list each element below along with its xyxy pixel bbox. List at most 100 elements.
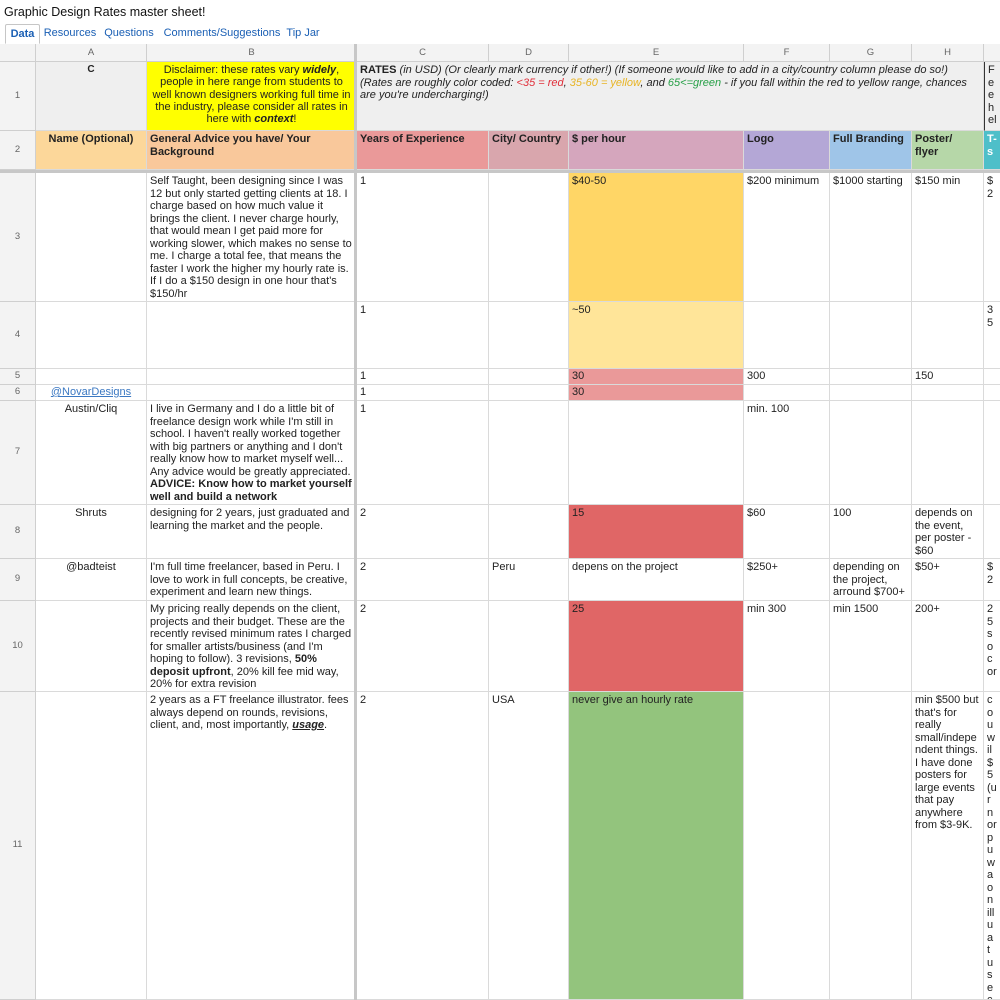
cell-e7[interactable] xyxy=(569,401,744,505)
cell-i1[interactable]: Fee hel xyxy=(984,62,1000,131)
cell-h3[interactable]: $150 min xyxy=(912,173,984,302)
cell-g11[interactable] xyxy=(830,692,912,1000)
cell-d3[interactable] xyxy=(489,173,569,302)
cell-i5[interactable] xyxy=(984,369,1000,385)
cell-i9[interactable]: $2 xyxy=(984,559,1000,601)
cell-c4[interactable]: 1 xyxy=(357,302,489,369)
cell-h4[interactable] xyxy=(912,302,984,369)
row-header-9[interactable]: 9 xyxy=(0,559,36,601)
row-header-2[interactable]: 2 xyxy=(0,131,36,170)
cell-g10[interactable]: min 1500 xyxy=(830,601,912,692)
disclaimer-cell[interactable]: Disclaimer: these rates vary widely, peo… xyxy=(147,62,357,131)
cell-e4[interactable]: ~50 xyxy=(569,302,744,369)
tab-comments-suggestions[interactable]: Comments/Suggestions xyxy=(163,27,281,39)
column-header-a[interactable]: A xyxy=(36,44,147,62)
row-header-5[interactable]: 5 xyxy=(0,369,36,385)
cell-g9[interactable]: depending on the project, arround $700+ xyxy=(830,559,912,601)
cell-d9[interactable]: Peru xyxy=(489,559,569,601)
header-tshirt[interactable]: T-s xyxy=(984,131,1000,170)
row-header-3[interactable]: 3 xyxy=(0,173,36,302)
cell-b8[interactable]: designing for 2 years, just graduated an… xyxy=(147,505,357,559)
cell-c6[interactable]: 1 xyxy=(357,385,489,401)
cell-g6[interactable] xyxy=(830,385,912,401)
novardesigns-link[interactable]: @NovarDesigns xyxy=(50,386,132,398)
cell-h7[interactable] xyxy=(912,401,984,505)
tab-tip-jar[interactable]: Tip Jar xyxy=(286,27,320,39)
cell-b9[interactable]: I'm full time freelancer, based in Peru.… xyxy=(147,559,357,601)
cell-i8[interactable] xyxy=(984,505,1000,559)
cell-f6[interactable] xyxy=(744,385,830,401)
cell-g8[interactable]: 100 xyxy=(830,505,912,559)
rates-note-cell[interactable]: RATES (in USD) (Or clearly mark currency… xyxy=(357,62,984,131)
header-city-country[interactable]: City/ Country xyxy=(489,131,569,170)
cell-b5[interactable] xyxy=(147,369,357,385)
cell-f11[interactable] xyxy=(744,692,830,1000)
cell-a7[interactable]: Austin/Cliq xyxy=(36,401,147,505)
cell-i4[interactable]: 35 xyxy=(984,302,1000,369)
cell-a11[interactable] xyxy=(36,692,147,1000)
row-header-11[interactable]: 11 xyxy=(0,692,36,1000)
cell-c5[interactable]: 1 xyxy=(357,369,489,385)
tab-resources[interactable]: Resources xyxy=(43,27,97,39)
header-logo[interactable]: Logo xyxy=(744,131,830,170)
cell-i7[interactable] xyxy=(984,401,1000,505)
cell-a1[interactable]: C xyxy=(36,62,147,131)
cell-i3[interactable]: $2 xyxy=(984,173,1000,302)
cell-h10[interactable]: 200+ xyxy=(912,601,984,692)
cell-h5[interactable]: 150 xyxy=(912,369,984,385)
cell-d5[interactable] xyxy=(489,369,569,385)
row-header-10[interactable]: 10 xyxy=(0,601,36,692)
cell-a3[interactable] xyxy=(36,173,147,302)
row-header-1[interactable]: 1 xyxy=(0,62,36,131)
cell-d10[interactable] xyxy=(489,601,569,692)
cell-h6[interactable] xyxy=(912,385,984,401)
cell-e5[interactable]: 30 xyxy=(569,369,744,385)
cell-c3[interactable]: 1 xyxy=(357,173,489,302)
header-full-branding[interactable]: Full Branding xyxy=(830,131,912,170)
cell-h8[interactable]: depends on the event, per poster - $60 xyxy=(912,505,984,559)
header-years-experience[interactable]: Years of Experience xyxy=(357,131,489,170)
cell-g3[interactable]: $1000 starting xyxy=(830,173,912,302)
cell-a6[interactable]: @NovarDesigns xyxy=(36,385,147,401)
cell-i6[interactable] xyxy=(984,385,1000,401)
cell-e8[interactable]: 15 xyxy=(569,505,744,559)
row-header-6[interactable]: 6 xyxy=(0,385,36,401)
cell-b10[interactable]: My pricing really depends on the client,… xyxy=(147,601,357,692)
row-header-8[interactable]: 8 xyxy=(0,505,36,559)
header-name[interactable]: Name (Optional) xyxy=(36,131,147,170)
select-all-corner[interactable] xyxy=(0,44,36,62)
cell-c9[interactable]: 2 xyxy=(357,559,489,601)
frozen-column-divider[interactable] xyxy=(354,44,357,1000)
cell-a5[interactable] xyxy=(36,369,147,385)
cell-d7[interactable] xyxy=(489,401,569,505)
cell-a10[interactable] xyxy=(36,601,147,692)
column-header-e[interactable]: E xyxy=(569,44,744,62)
cell-f5[interactable]: 300 xyxy=(744,369,830,385)
cell-c11[interactable]: 2 xyxy=(357,692,489,1000)
cell-i10[interactable]: 25 so cor xyxy=(984,601,1000,692)
cell-i11[interactable]: cou wil $5 (ur nor pu wa on illu a t use… xyxy=(984,692,1000,1000)
column-header-g[interactable]: G xyxy=(830,44,912,62)
cell-e3[interactable]: $40-50 xyxy=(569,173,744,302)
cell-f9[interactable]: $250+ xyxy=(744,559,830,601)
row-header-4[interactable]: 4 xyxy=(0,302,36,369)
cell-f7[interactable]: min. 100 xyxy=(744,401,830,505)
cell-b11[interactable]: 2 years as a FT freelance illustrator. f… xyxy=(147,692,357,1000)
column-header-d[interactable]: D xyxy=(489,44,569,62)
cell-b4[interactable] xyxy=(147,302,357,369)
cell-e11[interactable]: never give an hourly rate xyxy=(569,692,744,1000)
cell-g4[interactable] xyxy=(830,302,912,369)
cell-b6[interactable] xyxy=(147,385,357,401)
cell-b7[interactable]: I live in Germany and I do a little bit … xyxy=(147,401,357,505)
row-header-7[interactable]: 7 xyxy=(0,401,36,505)
cell-c8[interactable]: 2 xyxy=(357,505,489,559)
header-advice[interactable]: General Advice you have/ Your Background xyxy=(147,131,357,170)
cell-h9[interactable]: $50+ xyxy=(912,559,984,601)
cell-c10[interactable]: 2 xyxy=(357,601,489,692)
cell-g7[interactable] xyxy=(830,401,912,505)
column-header-b[interactable]: B xyxy=(147,44,357,62)
cell-c7[interactable]: 1 xyxy=(357,401,489,505)
tab-questions[interactable]: Questions xyxy=(104,27,154,39)
cell-g5[interactable] xyxy=(830,369,912,385)
cell-f4[interactable] xyxy=(744,302,830,369)
